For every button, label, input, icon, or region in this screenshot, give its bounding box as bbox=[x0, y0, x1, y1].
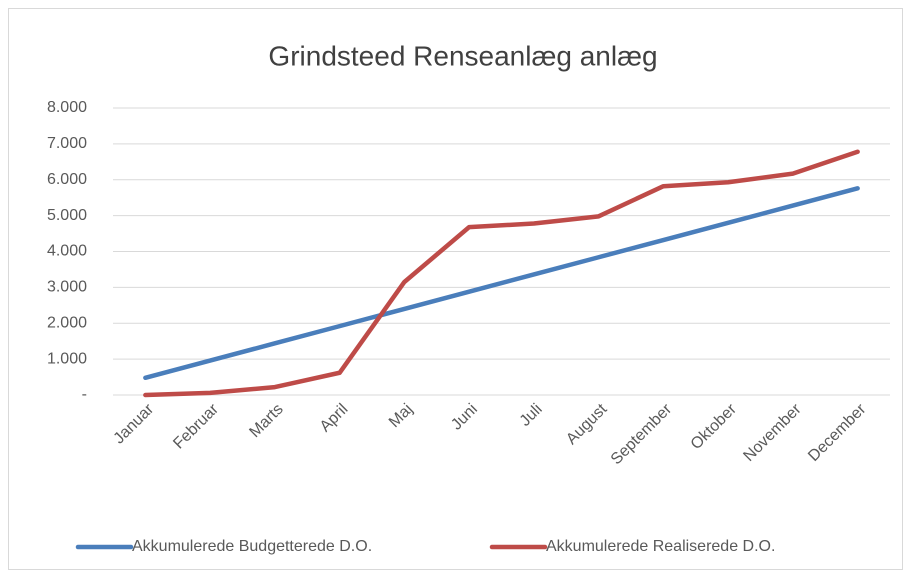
y-tick-label: - bbox=[82, 386, 87, 403]
chart-border bbox=[8, 8, 903, 570]
y-tick-label: 1.000 bbox=[47, 350, 87, 367]
y-tick-label: 6.000 bbox=[47, 171, 87, 188]
y-tick-label: 4.000 bbox=[47, 243, 87, 260]
chart-title: Grindsteed Renseanlæg anlæg bbox=[268, 40, 657, 71]
y-tick-label: 5.000 bbox=[47, 207, 87, 224]
legend-label: Akkumulerede Budgetterede D.O. bbox=[132, 538, 372, 555]
y-tick-label: 8.000 bbox=[47, 99, 87, 116]
series-line bbox=[143, 186, 860, 381]
y-tick-label: 3.000 bbox=[47, 279, 87, 296]
y-tick-label: 2.000 bbox=[47, 314, 87, 331]
legend-label: Akkumulerede Realiserede D.O. bbox=[546, 538, 775, 555]
y-tick-label: 7.000 bbox=[47, 135, 87, 152]
series-line bbox=[143, 149, 860, 398]
